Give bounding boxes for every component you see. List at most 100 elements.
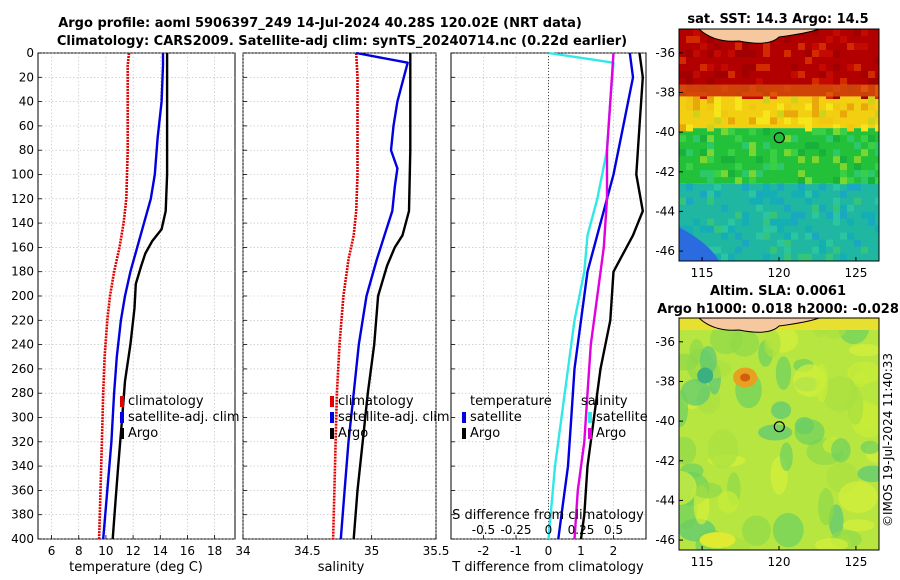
- sst-pixel: [735, 163, 742, 171]
- sla-blob: [860, 440, 879, 455]
- sst-pixel: [819, 183, 826, 191]
- xtick-label: 0: [545, 544, 553, 558]
- map-xtick-label: 120: [768, 266, 791, 280]
- sst-pixel: [868, 211, 875, 219]
- sst-pixel: [749, 190, 756, 198]
- sst-pixel: [854, 170, 861, 178]
- sst-pixel: [742, 260, 749, 261]
- legend2-label-satellite: satellite-adj. clim: [338, 410, 450, 425]
- sst-pixel: [847, 43, 854, 50]
- sst-pixel: [749, 170, 756, 178]
- legend-label-satellite: satellite-adj. clim: [128, 410, 240, 425]
- sst-pixel: [742, 170, 749, 178]
- sst-pixel: [791, 64, 798, 71]
- map-xtick-label: 120: [768, 555, 791, 569]
- sst-pixel: [819, 78, 826, 85]
- sst-pixel: [784, 117, 791, 125]
- sst-pixel: [861, 71, 868, 78]
- ytick-label: 320: [11, 435, 34, 449]
- sst-pixel: [798, 117, 805, 125]
- sst-pixel: [812, 50, 819, 57]
- sst-pixel: [833, 177, 840, 185]
- sst-pixel: [714, 117, 721, 125]
- map-ytick-label: -44: [655, 204, 675, 218]
- sst-pixel: [791, 96, 798, 104]
- sst-pixel: [714, 50, 721, 57]
- sst-pixel: [686, 197, 693, 205]
- x2tick-label: -0.25: [500, 523, 531, 537]
- sst-pixel: [693, 96, 700, 104]
- legend3-t-label-satellite: satellite: [470, 410, 522, 425]
- sst-pixel: [777, 183, 784, 191]
- sst-pixel: [861, 135, 868, 143]
- sst-pixel: [700, 156, 707, 164]
- sst-pixel: [861, 170, 868, 178]
- sst-pixel: [742, 218, 749, 226]
- ytick-label: 360: [11, 483, 34, 497]
- sst-pixel: [679, 149, 686, 157]
- sst-pixel: [756, 232, 763, 240]
- sst-pixel: [777, 110, 784, 118]
- sla-blob: [794, 419, 825, 446]
- sst-pixel: [756, 170, 763, 178]
- sst-pixel: [728, 156, 735, 164]
- sst-pixel: [700, 64, 707, 71]
- sst-pixel: [861, 29, 868, 36]
- sst-argo-marker: [773, 132, 785, 144]
- sst-pixel: [763, 183, 770, 191]
- sst-pixel: [735, 135, 742, 143]
- sst-pixel: [756, 117, 763, 125]
- sst-pixel: [861, 246, 868, 254]
- sst-pixel: [812, 110, 819, 118]
- sst-pixel: [826, 103, 833, 111]
- sst-pixel: [840, 36, 847, 43]
- sst-pixel: [812, 232, 819, 240]
- sst-pixel: [728, 218, 735, 226]
- sst-pixel: [686, 225, 693, 233]
- xtick-label: 34: [235, 544, 250, 558]
- sst-pixel: [826, 239, 833, 247]
- sla-blob: [758, 424, 793, 441]
- sst-pixel: [805, 124, 812, 132]
- sla-blob: [699, 346, 717, 375]
- sst-pixel: [728, 170, 735, 178]
- sst-pixel: [735, 211, 742, 219]
- sst-pixel: [763, 117, 770, 125]
- sst-pixel: [819, 110, 826, 118]
- sst-pixel: [791, 190, 798, 198]
- series-line-t-satellite: [557, 52, 635, 540]
- temperature-panel: 0 20 40 60 80 100 120 140 160 180 200 220 240 260 280 3…: [11, 46, 240, 575]
- sst-pixel: [728, 253, 735, 261]
- map-ytick-label: -46: [655, 244, 675, 258]
- sst-pixel: [833, 183, 840, 191]
- sst-pixel: [707, 218, 714, 226]
- sst-pixel: [833, 50, 840, 57]
- sst-pixel: [812, 43, 819, 50]
- sst-pixel: [826, 260, 833, 261]
- sst-pixel: [686, 78, 693, 85]
- sst-pixel: [756, 190, 763, 198]
- legend-swatch-satellite: [120, 412, 124, 423]
- legend-label-argo: Argo: [128, 426, 158, 441]
- sst-pixel: [861, 149, 868, 157]
- sla-blob: [679, 436, 697, 465]
- sst-pixel: [798, 170, 805, 178]
- sst-pixel: [770, 218, 777, 226]
- map-xtick-label: 125: [844, 555, 867, 569]
- sst-pixel: [868, 170, 875, 178]
- sst-pixel: [735, 177, 742, 185]
- sst-pixel: [707, 190, 714, 198]
- sst-pixel: [714, 225, 721, 233]
- sst-pixel: [721, 110, 728, 118]
- sst-pixel: [798, 149, 805, 157]
- sst-pixel: [826, 117, 833, 125]
- legend3-salinity-title: salinity: [581, 394, 628, 409]
- sst-pixel: [749, 177, 756, 185]
- sst-pixel: [707, 142, 714, 150]
- sst-pixel: [749, 64, 756, 71]
- sst-pixel: [749, 128, 756, 136]
- sst-pixel: [728, 50, 735, 57]
- sst-pixel: [812, 103, 819, 111]
- sst-pixel: [784, 253, 791, 261]
- sst-pixel: [693, 218, 700, 226]
